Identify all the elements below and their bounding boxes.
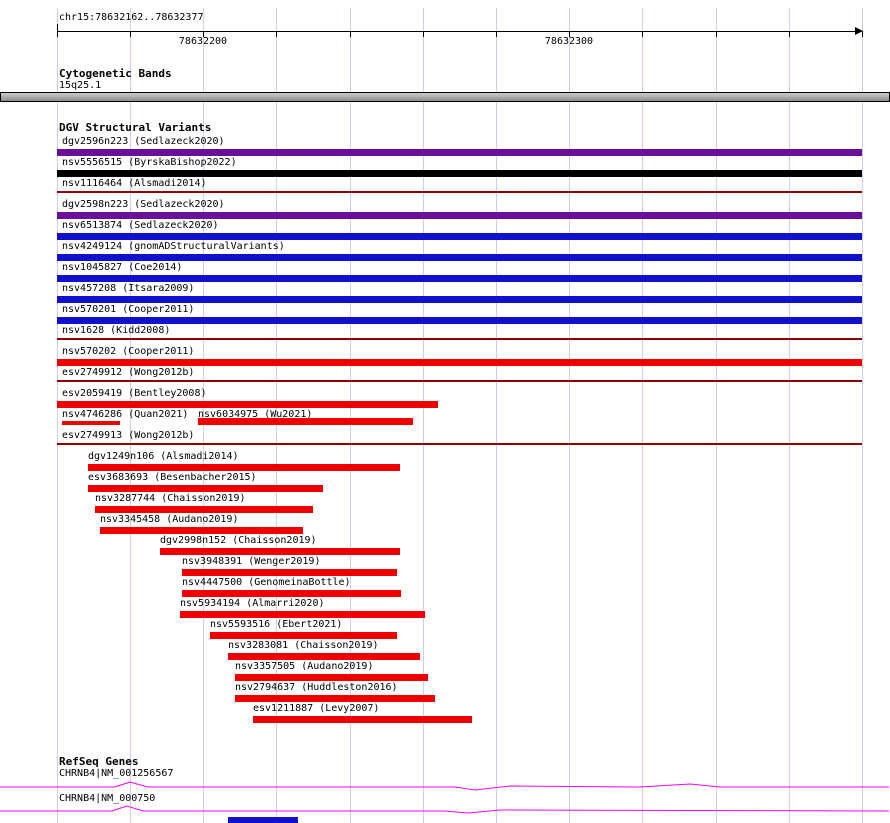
variant-bar[interactable] [235, 695, 435, 702]
ruler-tick [789, 31, 790, 37]
variant-bar[interactable] [95, 506, 313, 513]
variant-label[interactable]: nsv3283081 (Chaisson2019) [228, 640, 379, 651]
variant-label[interactable]: nsv3948391 (Wenger2019) [182, 556, 321, 567]
ruler-tick [57, 31, 58, 37]
variant-label[interactable]: nsv6034975 (Wu2021) [198, 409, 313, 420]
variant-bar[interactable] [57, 212, 862, 219]
variant-bar[interactable] [57, 443, 862, 445]
gridline [789, 8, 790, 823]
gridline [130, 8, 131, 823]
variant-bar[interactable] [57, 296, 862, 303]
variant-label[interactable]: nsv1045827 (Coe2014) [62, 262, 183, 273]
cytoband-bar [0, 92, 890, 102]
variant-label[interactable]: esv1211887 (Levy2007) [253, 703, 380, 714]
gene-label[interactable]: CHRNB4|NM_001256567 [59, 768, 174, 779]
variant-label[interactable]: esv2749913 (Wong2012b) [62, 430, 195, 441]
variant-bar[interactable] [88, 464, 400, 471]
variant-label[interactable]: nsv570202 (Cooper2011) [62, 346, 195, 357]
gridline [350, 8, 351, 823]
ruler-tick [423, 31, 424, 37]
variant-label[interactable]: esv2749912 (Wong2012b) [62, 367, 195, 378]
variant-bar[interactable] [57, 401, 438, 408]
variant-bar[interactable] [57, 380, 862, 382]
variant-bar[interactable] [182, 590, 401, 597]
variant-label[interactable]: nsv3345458 (Audano2019) [100, 514, 239, 525]
ruler-arrow-right-icon [855, 27, 863, 35]
variant-bar[interactable] [57, 338, 862, 340]
ruler-axis-line [57, 31, 857, 32]
ruler-tick [642, 31, 643, 37]
gridline [276, 8, 277, 823]
variant-label[interactable]: nsv3287744 (Chaisson2019) [95, 493, 246, 504]
variant-bar[interactable] [182, 569, 397, 576]
ruler-tick [496, 31, 497, 37]
ruler-tick-label: 78632300 [544, 36, 594, 47]
variant-bar[interactable] [57, 170, 862, 177]
variant-label[interactable]: dgv2998n152 (Chaisson2019) [160, 535, 317, 546]
clipped-track-bar[interactable] [228, 817, 298, 823]
ruler-tick [130, 31, 131, 37]
variant-label[interactable]: dgv2598n223 (Sedlazeck2020) [62, 199, 225, 210]
variant-bar[interactable] [100, 527, 303, 534]
variant-bar[interactable] [62, 421, 120, 425]
variant-bar[interactable] [198, 418, 413, 425]
variant-label[interactable]: nsv2794637 (Huddleston2016) [235, 682, 398, 693]
ruler-tick [350, 31, 351, 37]
variant-bar[interactable] [235, 674, 428, 681]
variant-bar[interactable] [57, 233, 862, 240]
variant-label[interactable]: nsv1116464 (Alsmadi2014) [62, 178, 207, 189]
gridline [642, 8, 643, 823]
variant-label[interactable]: nsv4746286 (Quan2021) [62, 409, 189, 420]
region-label: chr15:78632162..78632377 [59, 12, 204, 23]
variant-label[interactable]: nsv6513874 (Sedlazeck2020) [62, 220, 219, 231]
variant-bar[interactable] [57, 149, 862, 156]
ruler-tick-label: 78632200 [178, 36, 228, 47]
ruler-tick [862, 31, 863, 37]
cytoband-name: 15q25.1 [59, 80, 102, 91]
gene-line [0, 781, 889, 791]
gridline [57, 8, 58, 823]
variant-bar[interactable] [57, 191, 862, 193]
variant-label[interactable]: dgv2596n223 (Sedlazeck2020) [62, 136, 225, 147]
variant-bar[interactable] [210, 632, 397, 639]
gridline [716, 8, 717, 823]
dgv-header: DGV Structural Variants [59, 121, 212, 134]
variant-label[interactable]: nsv4447500 (GenomeinaBottle) [182, 577, 351, 588]
variant-label[interactable]: nsv5556515 (ByrskaBishop2022) [62, 157, 237, 168]
variant-label[interactable]: esv3683693 (Besenbacher2015) [88, 472, 257, 483]
gridline [423, 8, 424, 823]
ruler-tick [276, 31, 277, 37]
ruler-tick [716, 31, 717, 37]
variant-label[interactable]: nsv1628 (Kidd2008) [62, 325, 171, 336]
gene-line [0, 805, 890, 814]
variant-bar[interactable] [228, 653, 420, 660]
gridline [862, 8, 863, 823]
variant-bar[interactable] [160, 548, 400, 555]
gridline [496, 8, 497, 823]
refseq-header: RefSeq Genes [59, 755, 139, 768]
variant-bar[interactable] [57, 254, 862, 261]
variant-bar[interactable] [57, 359, 862, 366]
variant-label[interactable]: nsv5593516 (Ebert2021) [210, 619, 343, 630]
variant-bar[interactable] [57, 275, 862, 282]
variant-label[interactable]: nsv570201 (Cooper2011) [62, 304, 195, 315]
gridline [203, 8, 204, 823]
variant-bar[interactable] [57, 317, 862, 324]
variant-bar[interactable] [180, 611, 425, 618]
variant-label[interactable]: esv2059419 (Bentley2008) [62, 388, 207, 399]
variant-bar[interactable] [88, 485, 323, 492]
variant-bar[interactable] [253, 716, 472, 723]
variant-label[interactable]: dgv1249n106 (Alsmadi2014) [88, 451, 239, 462]
variant-label[interactable]: nsv3357505 (Audano2019) [235, 661, 374, 672]
cytobands-header: Cytogenetic Bands [59, 67, 172, 80]
ruler-tick [203, 31, 204, 37]
variant-label[interactable]: nsv457208 (Itsara2009) [62, 283, 195, 294]
variant-label[interactable]: nsv4249124 (gnomADStructuralVariants) [62, 241, 285, 252]
gridline [569, 8, 570, 823]
gene-label[interactable]: CHRNB4|NM_000750 [59, 793, 156, 804]
ruler-start-tick [57, 24, 58, 32]
variant-label[interactable]: nsv5934194 (Almarri2020) [180, 598, 325, 609]
ruler-tick [569, 31, 570, 37]
